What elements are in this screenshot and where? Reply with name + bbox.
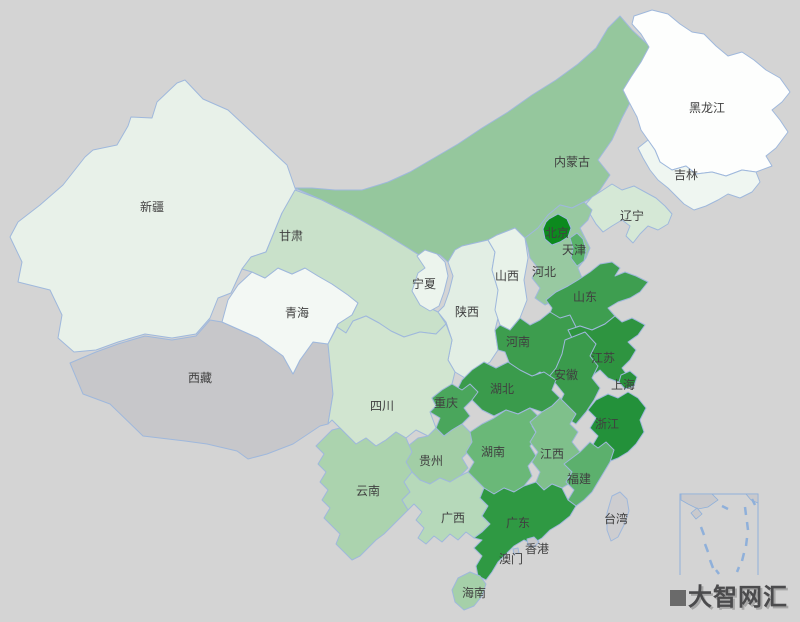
label-shaanxi: 陕西	[455, 304, 479, 319]
inset-land-0	[680, 493, 719, 510]
label-chongqing: 重庆	[434, 396, 458, 410]
label-jiangxi: 江西	[540, 447, 564, 461]
label-qinghai: 青海	[285, 305, 309, 320]
label-guizhou: 贵州	[419, 454, 443, 468]
province-sichuan[interactable]	[327, 315, 456, 447]
label-xizang: 西藏	[188, 371, 212, 385]
label-heilongjiang: 黑龙江	[689, 101, 725, 115]
inset-land-2	[690, 507, 703, 520]
inset-dash-9	[750, 498, 757, 506]
label-guangdong: 广东	[506, 516, 530, 530]
province-liaoning[interactable]	[584, 183, 673, 244]
province-neimenggu[interactable]	[294, 15, 656, 263]
label-xinjiang: 新疆	[140, 199, 164, 214]
label-shanxi: 山西	[495, 269, 519, 283]
label-fujian: 福建	[567, 471, 591, 486]
inset-dash-6	[744, 537, 749, 547]
label-beijing: 北京	[545, 226, 569, 240]
inset-dash-3	[715, 569, 720, 575]
label-hainan: 海南	[462, 585, 486, 600]
inset-dash-5	[745, 521, 750, 531]
label-hebei: 河北	[532, 265, 556, 279]
province-guangdong[interactable]	[473, 481, 577, 581]
province-heilongjiang[interactable]	[622, 9, 791, 177]
label-liaoning: 辽宁	[620, 208, 644, 223]
label-shandong: 山东	[573, 290, 597, 304]
label-jiangsu: 江苏	[591, 351, 615, 365]
label-anhui: 安徽	[554, 367, 578, 382]
label-zhejiang: 浙江	[595, 417, 619, 431]
label-gansu: 甘肃	[279, 229, 303, 243]
province-hainan[interactable]	[451, 571, 487, 611]
label-ningxia: 宁夏	[412, 276, 436, 291]
province-guangxi[interactable]	[401, 471, 491, 545]
label-guangxi: 广西	[441, 511, 465, 525]
label-jilin: 吉林	[674, 168, 698, 182]
label-hunan: 湖南	[481, 444, 505, 459]
inset-dash-10	[721, 504, 729, 511]
label-tianjin: 天津	[562, 243, 586, 257]
inset-dash-1	[703, 543, 710, 553]
label-hubei: 湖北	[490, 381, 514, 396]
label-xianggang: 香港	[525, 542, 549, 556]
province-beijing[interactable]	[542, 213, 572, 246]
province-yunnan[interactable]	[315, 427, 413, 561]
province-chongqing[interactable]	[429, 383, 479, 437]
province-xianggang[interactable]	[526, 536, 540, 548]
province-hebei[interactable]	[524, 201, 593, 306]
inset-dash-2	[708, 559, 715, 569]
province-jilin[interactable]	[637, 139, 761, 211]
province-aomen[interactable]	[512, 547, 520, 555]
province-shanghai[interactable]	[618, 370, 638, 390]
province-fujian[interactable]	[563, 441, 615, 507]
label-shanghai: 上海	[611, 377, 635, 392]
south-china-sea-inset	[679, 493, 759, 575]
label-sichuan: 四川	[370, 399, 394, 413]
inset-frame	[679, 493, 759, 575]
label-neimenggu: 内蒙古	[554, 154, 590, 169]
label-aomen: 澳门	[499, 551, 523, 566]
province-shapes	[9, 9, 791, 611]
province-ningxia[interactable]	[411, 249, 449, 312]
label-henan: 河南	[506, 334, 530, 349]
inset-dash-0	[699, 526, 706, 536]
province-hunan[interactable]	[465, 407, 539, 495]
label-taiwan: 台湾	[604, 511, 628, 526]
label-yunnan: 云南	[356, 483, 380, 498]
province-tianjin[interactable]	[569, 232, 587, 267]
inset-dash-4	[743, 506, 748, 516]
inset-dash-8	[735, 566, 741, 573]
inset-dash-7	[740, 552, 746, 562]
inset-land-1	[745, 493, 759, 504]
province-taiwan[interactable]	[606, 491, 630, 542]
